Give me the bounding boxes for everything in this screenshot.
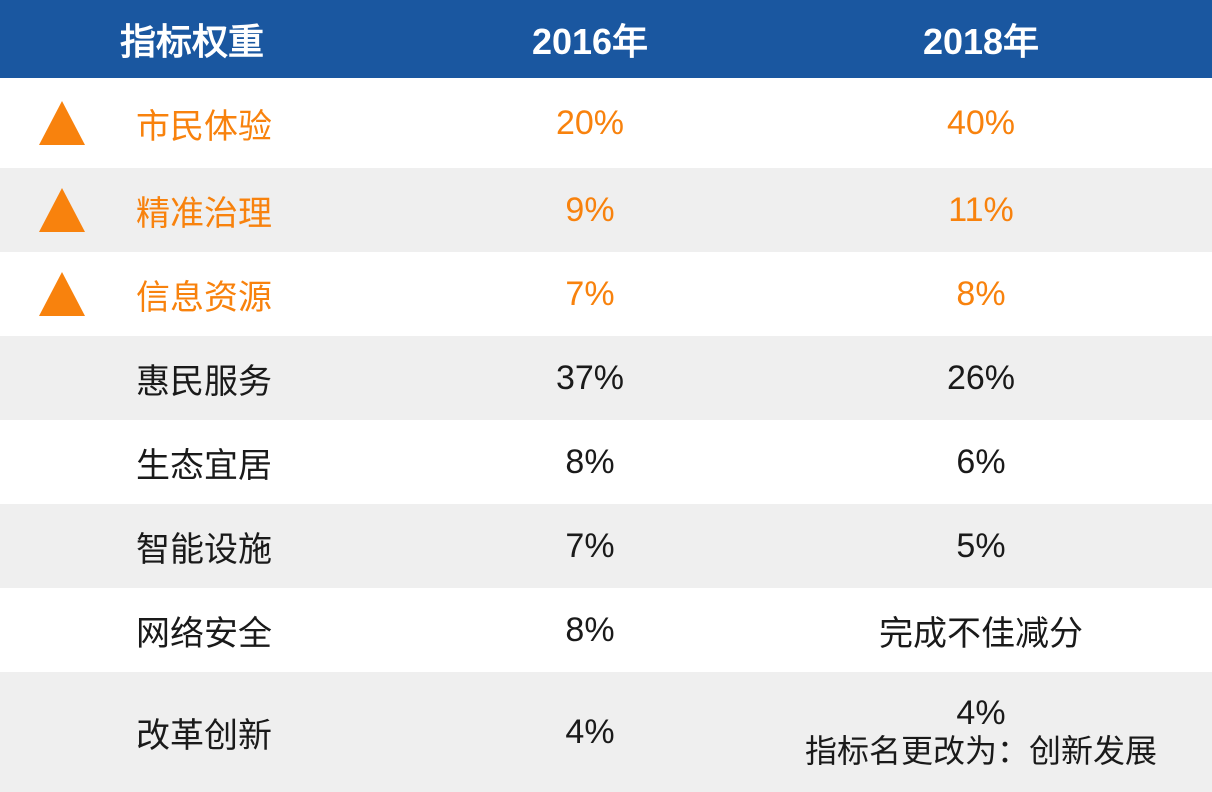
indicator-label: 改革创新	[136, 716, 272, 755]
value-2018: 26%	[946, 358, 1016, 397]
value-2016: 7%	[565, 526, 615, 565]
table-row: 惠民服务 37% 26%	[0, 336, 1212, 420]
indicator-label: 惠民服务	[136, 362, 272, 401]
indicator-label: 智能设施	[136, 530, 272, 569]
value-2016: 8%	[565, 610, 615, 649]
value-2018: 完成不佳减分	[879, 614, 1083, 653]
up-triangle-icon	[39, 101, 85, 145]
value-2016: 4%	[565, 712, 615, 751]
value-2018: 8%	[956, 274, 1006, 313]
value-2016: 8%	[565, 442, 615, 481]
value-2016: 9%	[565, 190, 615, 229]
indicator-label: 信息资源	[136, 278, 272, 317]
table-row: 改革创新 4% 4% 指标名更改为：创新发展	[0, 672, 1212, 792]
indicator-label: 精准治理	[136, 194, 272, 233]
table-row: 信息资源 7% 8%	[0, 252, 1212, 336]
header-label-indicator: 指标权重	[120, 21, 265, 62]
header-cell-2018: 2018年	[790, 13, 1212, 65]
up-triangle-icon	[39, 272, 85, 316]
table-header-row: 指标权重 2016年 2018年	[0, 0, 1212, 78]
table-row: 市民体验 20% 40%	[0, 78, 1212, 168]
indicator-label: 生态宜居	[136, 446, 272, 485]
value-2018: 6%	[956, 442, 1006, 481]
value-2018-group: 4% 指标名更改为：创新发展	[790, 694, 1172, 770]
table-row: 网络安全 8% 完成不佳减分	[0, 588, 1212, 672]
value-2018: 4%	[956, 694, 1006, 732]
indicator-label: 市民体验	[136, 107, 272, 146]
value-2016: 37%	[555, 358, 625, 397]
indicator-label: 网络安全	[136, 614, 272, 653]
header-cell-indicator: 指标权重	[0, 13, 390, 65]
header-cell-2016: 2016年	[390, 13, 790, 65]
value-2018: 11%	[948, 190, 1014, 229]
table-row: 生态宜居 8% 6%	[0, 420, 1212, 504]
value-2018: 5%	[956, 526, 1006, 565]
table-row: 精准治理 9% 11%	[0, 168, 1212, 252]
value-2016: 20%	[555, 103, 625, 142]
value-2018: 40%	[946, 103, 1016, 142]
value-2018-note: 指标名更改为：创新发展	[804, 733, 1157, 769]
up-triangle-icon	[39, 188, 85, 232]
header-label-2018: 2018年	[922, 21, 1040, 62]
value-2016: 7%	[565, 274, 615, 313]
header-label-2016: 2016年	[531, 21, 649, 62]
table-row: 智能设施 7% 5%	[0, 504, 1212, 588]
